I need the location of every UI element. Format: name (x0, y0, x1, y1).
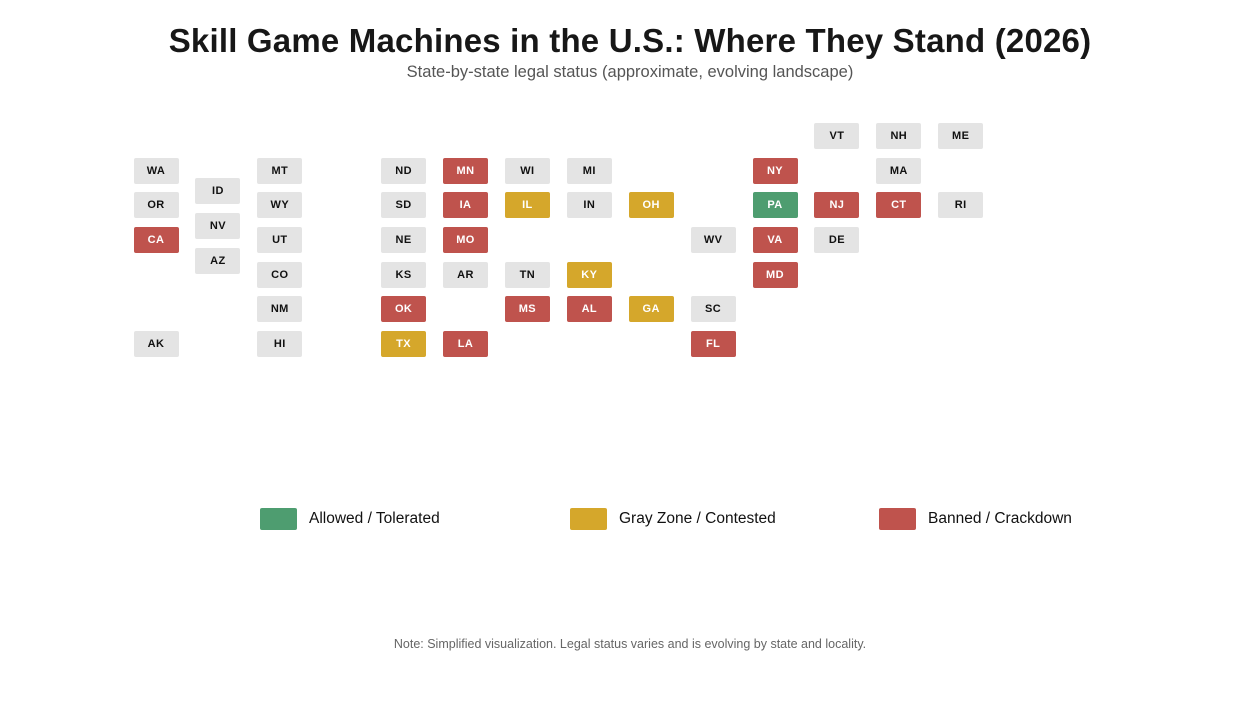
state-tile-vt: VT (814, 123, 860, 149)
state-tile-nv: NV (195, 213, 241, 240)
state-tile-ny: NY (752, 157, 798, 184)
state-tile-pa: PA (752, 192, 798, 219)
state-tile-nm: NM (257, 296, 303, 323)
state-tile-sc: SC (690, 296, 736, 323)
state-tile-ct: CT (876, 192, 922, 219)
state-tile-ma: MA (876, 157, 922, 184)
state-tile-ri: RI (938, 192, 984, 219)
state-tile-oh: OH (628, 192, 674, 219)
state-tile-hi: HI (257, 330, 303, 357)
chart-subtitle: State-by-state legal status (approximate… (406, 63, 854, 81)
state-tile-ky: KY (566, 261, 612, 288)
state-tile-az: AZ (195, 247, 241, 274)
state-tile-mn: MN (443, 157, 488, 184)
state-tile-de: DE (814, 226, 860, 253)
state-tile-mi: MI (566, 157, 612, 184)
state-tile-nh: NH (876, 123, 922, 149)
state-tile-nd: ND (381, 157, 427, 184)
state-tile-co: CO (257, 261, 303, 288)
state-tile-in: IN (566, 192, 612, 219)
chart-title: Skill Game Machines in the U.S.: Where T… (168, 22, 1092, 59)
state-tile-ak: AK (133, 330, 179, 357)
state-tile-or: OR (133, 192, 179, 219)
state-tile-wa: WA (133, 157, 179, 184)
state-tile-la: LA (443, 330, 488, 357)
state-tile-fl: FL (690, 330, 736, 357)
state-tile-ks: KS (381, 261, 427, 288)
state-tile-mo: MO (443, 226, 488, 253)
legend-swatch-gray-zone-icon (570, 508, 607, 530)
state-tile-il: IL (504, 192, 550, 219)
state-tile-al: AL (566, 296, 612, 323)
state-tile-ia: IA (443, 192, 488, 219)
legend-swatch-banned-icon (879, 508, 916, 530)
state-tile-ut: UT (257, 226, 303, 253)
state-tile-sd: SD (381, 192, 427, 219)
state-tile-tx: TX (381, 330, 427, 357)
legend-item-gray-zone: Gray Zone / Contested (570, 507, 776, 531)
legend-label-allowed: Allowed / Tolerated (309, 510, 440, 527)
state-tile-mt: MT (257, 157, 303, 184)
legend-item-allowed: Allowed / Tolerated (260, 507, 440, 531)
state-tile-ok: OK (381, 296, 427, 323)
state-tile-va: VA (752, 226, 798, 253)
state-tile-ga: GA (628, 296, 674, 323)
state-tile-ms: MS (504, 296, 550, 323)
footnote: Note: Simplified visualization. Legal st… (393, 637, 867, 651)
legend-swatch-allowed-icon (260, 508, 297, 530)
state-tile-tn: TN (504, 261, 550, 288)
legend-item-banned: Banned / Crackdown (879, 507, 1072, 531)
state-tile-ca: CA (133, 226, 179, 253)
state-tile-me: ME (938, 123, 984, 149)
state-tile-ne: NE (381, 226, 427, 253)
state-tile-wy: WY (257, 192, 303, 219)
state-tile-ar: AR (443, 261, 488, 288)
state-tile-nj: NJ (814, 192, 860, 219)
state-tile-wv: WV (690, 226, 736, 253)
state-tile-wi: WI (504, 157, 550, 184)
legend-label-gray-zone: Gray Zone / Contested (619, 510, 776, 527)
state-tile-id: ID (195, 178, 241, 205)
legend-label-banned: Banned / Crackdown (928, 510, 1072, 527)
state-tile-md: MD (752, 261, 798, 288)
